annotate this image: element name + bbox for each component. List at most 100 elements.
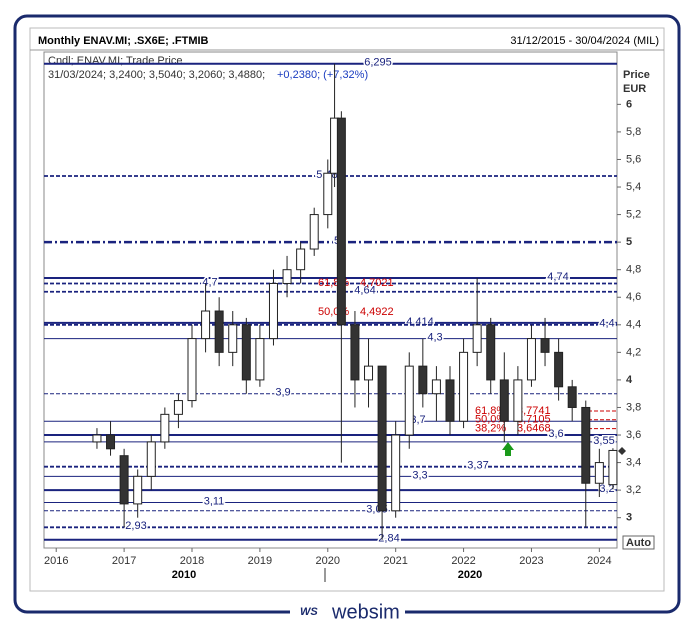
chart-title: Monthly ENAV.MI; .SX6E; .FTMIB xyxy=(38,35,209,47)
y-tick-label: 5,6 xyxy=(626,153,641,165)
candle-body xyxy=(160,413,170,443)
candle-body xyxy=(418,365,428,395)
fib-pct: 38,2% xyxy=(475,422,506,434)
y-tick-label: 4,6 xyxy=(626,291,641,303)
brand: websim xyxy=(331,601,400,623)
brand-box xyxy=(290,598,405,624)
x-tick-label: 2023 xyxy=(519,555,543,567)
fib-pct: 50,0% xyxy=(475,414,506,426)
x-tick-label: 2024 xyxy=(587,555,611,567)
level-label: 4,7 xyxy=(202,276,217,288)
level-label: 3,3 xyxy=(412,469,427,481)
fib-pct: 61,8% xyxy=(475,405,506,417)
candle-body xyxy=(567,386,577,408)
level-label: 4,64 xyxy=(354,285,375,297)
level-label: 2,93 xyxy=(125,520,146,532)
level-label: 4,4 xyxy=(599,318,614,330)
y-tick-label: 3,6 xyxy=(626,429,641,441)
last-bar: 31/03/2024; 3,2400; 3,5040; 3,2060; 3,48… xyxy=(48,69,265,81)
candle-body xyxy=(119,455,129,505)
study-label: Cndl; ENAV.MI; Trade Price xyxy=(48,55,183,67)
y-tick-label: 4,2 xyxy=(626,346,641,358)
candle-body xyxy=(594,462,604,484)
candle-body xyxy=(106,434,116,450)
candle-body xyxy=(377,365,387,512)
last-change: +0,2380; (+7,32%) xyxy=(277,69,368,81)
fib-price: 3,7105 xyxy=(517,414,551,426)
y-tick-label: 4,8 xyxy=(626,264,641,276)
candle-body xyxy=(92,434,102,443)
y-tick-label: 5,2 xyxy=(626,208,641,220)
candle-body xyxy=(391,434,401,512)
candle-body xyxy=(513,379,523,422)
brand-logo: WS xyxy=(300,606,318,618)
level-label: 3,9 xyxy=(275,387,290,399)
y-unit: EUR xyxy=(623,83,646,95)
candle-body xyxy=(364,365,374,381)
level-label: 3,55 xyxy=(593,435,614,447)
scale-mode[interactable]: Auto xyxy=(626,537,651,549)
date-range: 31/12/2015 - 30/04/2024 (MIL) xyxy=(510,35,659,47)
y-tick-label: 3,8 xyxy=(626,401,641,413)
y-tick-label: 3 xyxy=(626,512,632,524)
y-tick-label: 4 xyxy=(626,374,633,386)
level-label: 4,3 xyxy=(427,331,442,343)
scale-box[interactable] xyxy=(622,535,655,550)
candle-body xyxy=(241,324,251,381)
y-label: Price xyxy=(623,69,650,81)
candle-body xyxy=(323,172,333,216)
y-tick-label: 3,4 xyxy=(626,456,641,468)
level-label: 3,11 xyxy=(204,495,225,507)
y-tick-label: 5,4 xyxy=(626,181,641,193)
fib-price: 4,7021 xyxy=(360,277,394,289)
candle-body xyxy=(268,282,278,340)
candle-body xyxy=(282,269,292,284)
y-tick-label: 3,2 xyxy=(626,484,641,496)
candle-body xyxy=(459,351,469,422)
level-label: 4,74 xyxy=(547,271,568,283)
y-tick-label: 5,8 xyxy=(626,126,641,138)
x-tick-label: 2020 xyxy=(316,555,340,567)
candle-body xyxy=(296,248,306,271)
candle-body xyxy=(526,338,536,381)
last-price-marker xyxy=(618,447,626,455)
x-tick-label: 2019 xyxy=(248,555,272,567)
candle-body xyxy=(431,379,441,395)
candle-body xyxy=(146,441,156,477)
fib-price: 4,4922 xyxy=(360,306,394,318)
decade-label: 2010 xyxy=(172,569,196,581)
y-tick-label: 5 xyxy=(626,236,632,248)
candle-body xyxy=(309,214,319,250)
candle-body xyxy=(472,324,482,353)
candle-body xyxy=(404,365,414,436)
x-tick-label: 2017 xyxy=(112,555,136,567)
y-tick-label: 4,4 xyxy=(626,319,641,331)
candle-body xyxy=(255,338,265,381)
candle-body xyxy=(445,379,455,422)
y-tick-label: 6 xyxy=(626,98,632,110)
candle-body xyxy=(350,324,360,381)
level-label: 4,414 xyxy=(406,316,434,328)
x-tick-label: 2016 xyxy=(44,555,68,567)
candle-body xyxy=(133,475,143,505)
level-label: 2,84 xyxy=(378,533,399,545)
x-tick-label: 2022 xyxy=(451,555,475,567)
candle-body xyxy=(499,379,509,422)
candle-body xyxy=(187,338,197,402)
x-tick-label: 2021 xyxy=(383,555,407,567)
candle-body xyxy=(581,406,591,484)
level-label: 6,295 xyxy=(364,57,392,69)
level-label: 3,2 xyxy=(599,483,614,495)
candle-body xyxy=(486,324,496,381)
fib-price: 3,7741 xyxy=(517,405,551,417)
signal-arrow xyxy=(502,442,514,456)
level-label: 3,6 xyxy=(548,428,563,440)
x-tick-label: 2018 xyxy=(180,555,204,567)
candle-body xyxy=(608,449,618,486)
decade-label: 2020 xyxy=(458,569,482,581)
candle-body xyxy=(228,324,238,353)
candle-body xyxy=(201,310,211,340)
candle-body xyxy=(554,351,564,388)
level-label: 3,37 xyxy=(467,460,488,472)
fib-price: 3,6468 xyxy=(517,422,551,434)
